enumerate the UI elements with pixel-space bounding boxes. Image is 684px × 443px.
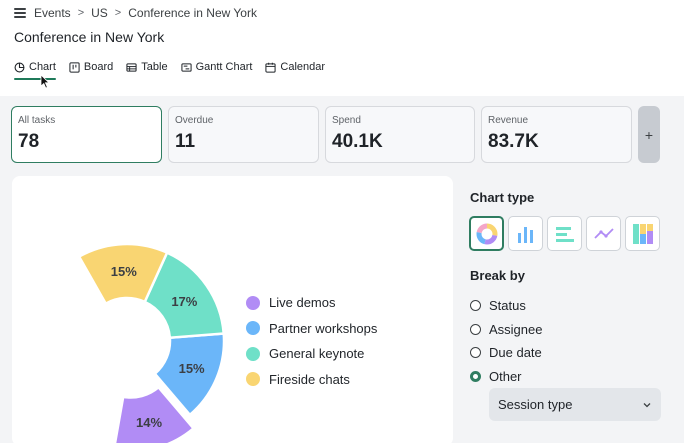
option-label: Status (489, 298, 526, 314)
mouse-cursor-icon (40, 74, 50, 89)
stat-label: All tasks (18, 115, 56, 126)
chart-type-horizontal-bar-button[interactable] (547, 216, 582, 251)
option-label: Assignee (489, 321, 543, 337)
calendar-icon (265, 62, 277, 73)
stat-value: 78 (18, 131, 40, 152)
slice-label-0: 14% (136, 415, 162, 430)
slice-label-1: 15% (179, 361, 205, 376)
break-by-option-other[interactable]: Other (470, 365, 542, 389)
stat-card-spend[interactable]: Spend 40.1K (325, 106, 475, 163)
pie-chart-icon (14, 62, 25, 72)
tab-label: Chart (29, 61, 56, 73)
tab-label: Gantt Chart (195, 61, 253, 73)
break-by-title: Break by (470, 268, 525, 283)
stat-label: Spend (332, 115, 361, 126)
radio-button[interactable] (470, 300, 481, 312)
page-title: Conference in New York (14, 29, 165, 45)
break-by-option-status[interactable]: Status (470, 294, 542, 318)
chart-panel: 14% 15% 17% 15% Live demos Partner workshops… (12, 176, 453, 443)
legend-item[interactable]: Fireside chats (246, 367, 377, 393)
breadcrumb-item-events[interactable]: Events (34, 6, 71, 20)
stat-card-all-tasks[interactable]: All tasks 78 (11, 106, 162, 163)
legend-swatch (246, 346, 260, 361)
top-bar: Events > US > Conference in New York Con… (0, 0, 684, 96)
select-value: Session type (498, 397, 573, 412)
tab-board[interactable]: Board (69, 59, 113, 75)
tab-calendar[interactable]: Calendar (265, 59, 325, 75)
breadcrumb-separator: > (114, 7, 122, 19)
donut-chart-icon (476, 223, 497, 244)
legend-item[interactable]: General keynote (246, 341, 377, 367)
stat-card-overdue[interactable]: Overdue 11 (168, 106, 319, 163)
chart-type-picker (469, 216, 664, 251)
legend-swatch (246, 372, 260, 387)
breadcrumb: Events > US > Conference in New York (14, 6, 257, 20)
menu-icon[interactable] (14, 8, 26, 18)
breadcrumb-item-us[interactable]: US (91, 6, 108, 20)
chart-type-donut-button[interactable] (469, 216, 504, 251)
break-by-options: Status Assignee Due date Other (470, 294, 542, 388)
gantt-icon (180, 62, 192, 72)
tab-label: Calendar (280, 61, 326, 73)
donut-slice-0[interactable] (113, 385, 196, 443)
donut-chart: 14% 15% 17% 15% (77, 242, 226, 443)
tab-label: Table (141, 61, 168, 73)
chevron-down-icon (643, 402, 651, 407)
legend-item[interactable]: Partner workshops (246, 316, 377, 342)
tab-gantt-chart[interactable]: Gantt Chart (180, 59, 253, 75)
stat-label: Overdue (175, 115, 214, 126)
breadcrumb-separator: > (77, 7, 85, 19)
stacked-bar-chart-icon (632, 223, 653, 244)
legend-item[interactable]: Live demos (246, 290, 377, 316)
legend-label: Fireside chats (269, 371, 350, 387)
line-chart-icon (593, 227, 614, 239)
donut-slice-3[interactable] (77, 242, 169, 306)
tab-label: Board (83, 61, 114, 73)
option-label: Due date (489, 345, 542, 361)
stat-value: 83.7K (488, 131, 539, 152)
radio-button-selected[interactable] (470, 370, 481, 382)
main-content: All tasks 78 Overdue 11 Spend 40.1K Reve… (0, 96, 684, 443)
chart-type-title: Chart type (470, 190, 535, 205)
chart-legend: Live demos Partner workshops General keyno… (246, 290, 377, 392)
horizontal-bar-chart-icon (555, 226, 574, 242)
legend-label: General keynote (269, 346, 365, 362)
chart-type-line-button[interactable] (586, 216, 621, 251)
legend-label: Live demos (269, 295, 336, 311)
tab-table[interactable]: Table (126, 59, 168, 75)
slice-label-3: 15% (111, 264, 137, 279)
add-stat-button[interactable]: + (638, 106, 660, 163)
legend-swatch (246, 295, 260, 310)
board-icon (69, 61, 80, 73)
tab-chart[interactable]: Chart (14, 59, 56, 80)
chart-type-bar-button[interactable] (508, 216, 543, 251)
bar-chart-icon (517, 226, 533, 243)
stat-label: Revenue (488, 115, 529, 126)
legend-label: Partner workshops (269, 320, 378, 336)
stat-value: 40.1K (332, 131, 383, 152)
slice-label-2: 17% (171, 294, 197, 309)
view-tabs: Chart Board Table Gantt Chart Calendar (14, 59, 338, 80)
stat-card-revenue[interactable]: Revenue 83.7K (481, 106, 632, 163)
stat-value: 11 (175, 131, 196, 152)
breadcrumb-item-conference[interactable]: Conference in New York (128, 6, 257, 20)
break-by-option-assignee[interactable]: Assignee (470, 318, 542, 342)
legend-swatch (246, 321, 260, 336)
break-by-option-due-date[interactable]: Due date (470, 341, 542, 365)
radio-button[interactable] (470, 347, 481, 359)
session-type-select[interactable]: Session type (489, 388, 661, 421)
option-label: Other (489, 368, 522, 384)
radio-button[interactable] (470, 323, 481, 335)
table-icon (126, 62, 137, 72)
chart-type-stacked-bar-button[interactable] (625, 216, 660, 251)
